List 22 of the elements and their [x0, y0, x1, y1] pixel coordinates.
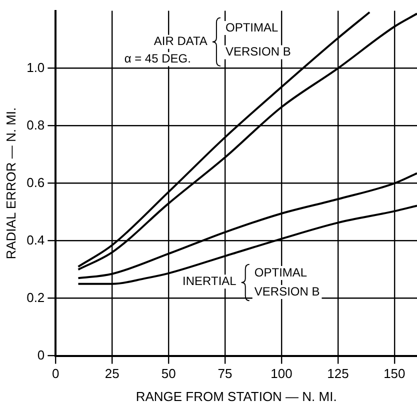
y-tick-label: 0.2: [26, 290, 45, 305]
annotation: OPTIMAL: [225, 20, 278, 34]
annotation: VERSION B: [254, 284, 320, 298]
x-tick-label: 75: [218, 366, 232, 382]
x-tick-label: 100: [270, 366, 292, 382]
x-axis-title: RANGE FROM STATION — N. MI.: [136, 388, 337, 404]
x-tick-label: 150: [384, 366, 406, 382]
annotation: VERSION B: [225, 44, 291, 59]
y-tick-label: 0.4: [26, 232, 45, 248]
y-tick-label: 1.0: [26, 60, 45, 75]
y-tick-label: 0.8: [26, 117, 45, 132]
y-axis-title: RADIAL ERROR — N. MI.: [3, 107, 18, 260]
annotation: α = 45 DEG.: [124, 51, 191, 66]
annotation: OPTIMAL: [254, 265, 308, 280]
x-tick-label: 25: [104, 366, 120, 382]
annotation: AIR DATA: [154, 34, 208, 48]
x-tick-label: 125: [327, 366, 349, 382]
annotation: INERTIAL: [182, 274, 237, 288]
y-tick-label: 0: [37, 347, 45, 362]
x-tick-label: 0: [52, 366, 60, 382]
x-tick-label: 50: [161, 366, 176, 382]
y-tick-label: 0.6: [26, 174, 45, 190]
